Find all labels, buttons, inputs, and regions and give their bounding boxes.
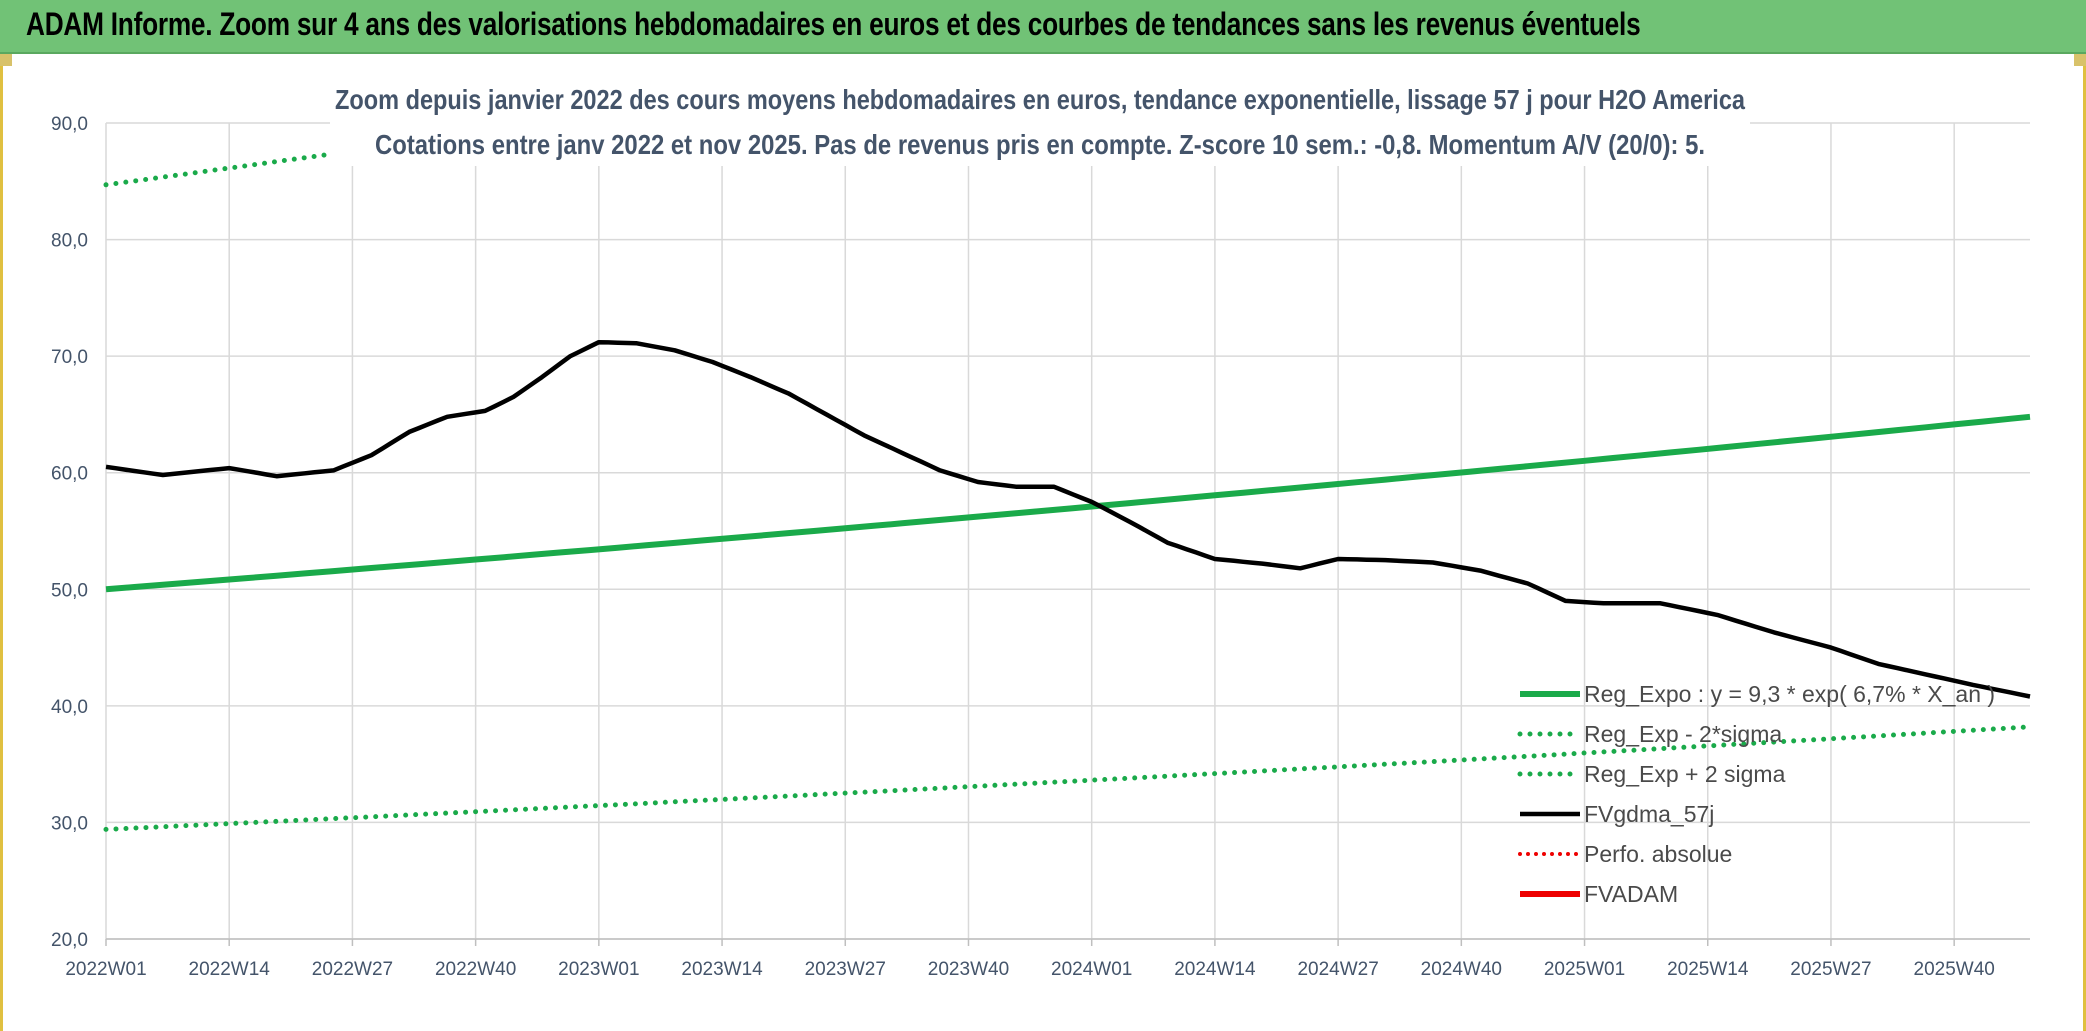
chart-title-line2: Cotations entre janv 2022 et nov 2025. P… [375, 129, 1705, 160]
legend-label: Perfo. absolue [1584, 841, 1732, 867]
y-tick-label: 90,0 [51, 114, 88, 135]
series-reg-expo-y-9-3-exp-6-7-x-an [105, 413, 2031, 593]
legend-label: Reg_Exp - 2*sigma [1584, 721, 1782, 747]
corner-mark-right [2074, 54, 2086, 66]
x-tick-label: 2023W14 [681, 959, 763, 980]
x-tick-label: 2025W40 [1914, 959, 1995, 980]
x-tick-label: 2024W14 [1174, 959, 1256, 980]
y-axis-ticks: 20,0 30,0 40,0 50,0 60,0 70,0 80,0 90,0 [51, 114, 88, 951]
x-tick-label: 2025W01 [1544, 959, 1625, 980]
chart-legend: Reg_Expo : y = 9,3 * exp( 6,7% * X_an ) R… [1517, 681, 1995, 907]
x-tick-label: 2023W01 [558, 959, 639, 980]
x-tick-label: 2023W40 [928, 959, 1009, 980]
legend-label: FVgdma_57j [1584, 801, 1714, 827]
x-tick-label: 2022W27 [312, 959, 393, 980]
report-banner: ADAM Informe. Zoom sur 4 ans des valoris… [0, 0, 2086, 54]
y-tick-label: 60,0 [51, 464, 88, 485]
chart-title-line1: Zoom depuis janvier 2022 des cours moyen… [335, 84, 1745, 115]
y-tick-label: 40,0 [51, 697, 88, 718]
y-tick-label: 30,0 [51, 813, 88, 834]
y-tick-label: 70,0 [51, 347, 88, 368]
x-tick-label: 2024W27 [1297, 959, 1378, 980]
legend-label: FVADAM [1584, 881, 1678, 907]
x-axis-ticks: 2022W01 2022W14 2022W27 2022W40 2023W01 2023W… [65, 959, 1995, 980]
corner-mark-left [0, 54, 12, 66]
series-reg-exp-2-sigma [103, 724, 2033, 832]
series-layer [103, 119, 2033, 832]
x-tick-label: 2025W14 [1667, 959, 1749, 980]
x-tick-label: 2023W27 [805, 959, 886, 980]
report-title: ADAM Informe. Zoom sur 4 ans des valoris… [26, 6, 1641, 42]
legend-label: Reg_Expo : y = 9,3 * exp( 6,7% * X_an ) [1584, 681, 1995, 707]
y-tick-label: 50,0 [51, 580, 88, 601]
x-tick-label: 2022W14 [189, 959, 271, 980]
x-tick-label: 2024W01 [1051, 959, 1132, 980]
x-tick-label: 2022W40 [435, 959, 516, 980]
legend-label: Reg_Exp + 2 sigma [1584, 761, 1786, 787]
chart-frame [0, 54, 2086, 1031]
chart-title-background [330, 78, 1750, 166]
x-tick-label: 2022W01 [65, 959, 146, 980]
series-fvgdma-57j [105, 339, 2031, 699]
x-tick-label: 2025W27 [1790, 959, 1871, 980]
y-tick-label: 80,0 [51, 231, 88, 252]
y-tick-label: 20,0 [51, 930, 88, 951]
x-tick-label: 2024W40 [1421, 959, 1502, 980]
